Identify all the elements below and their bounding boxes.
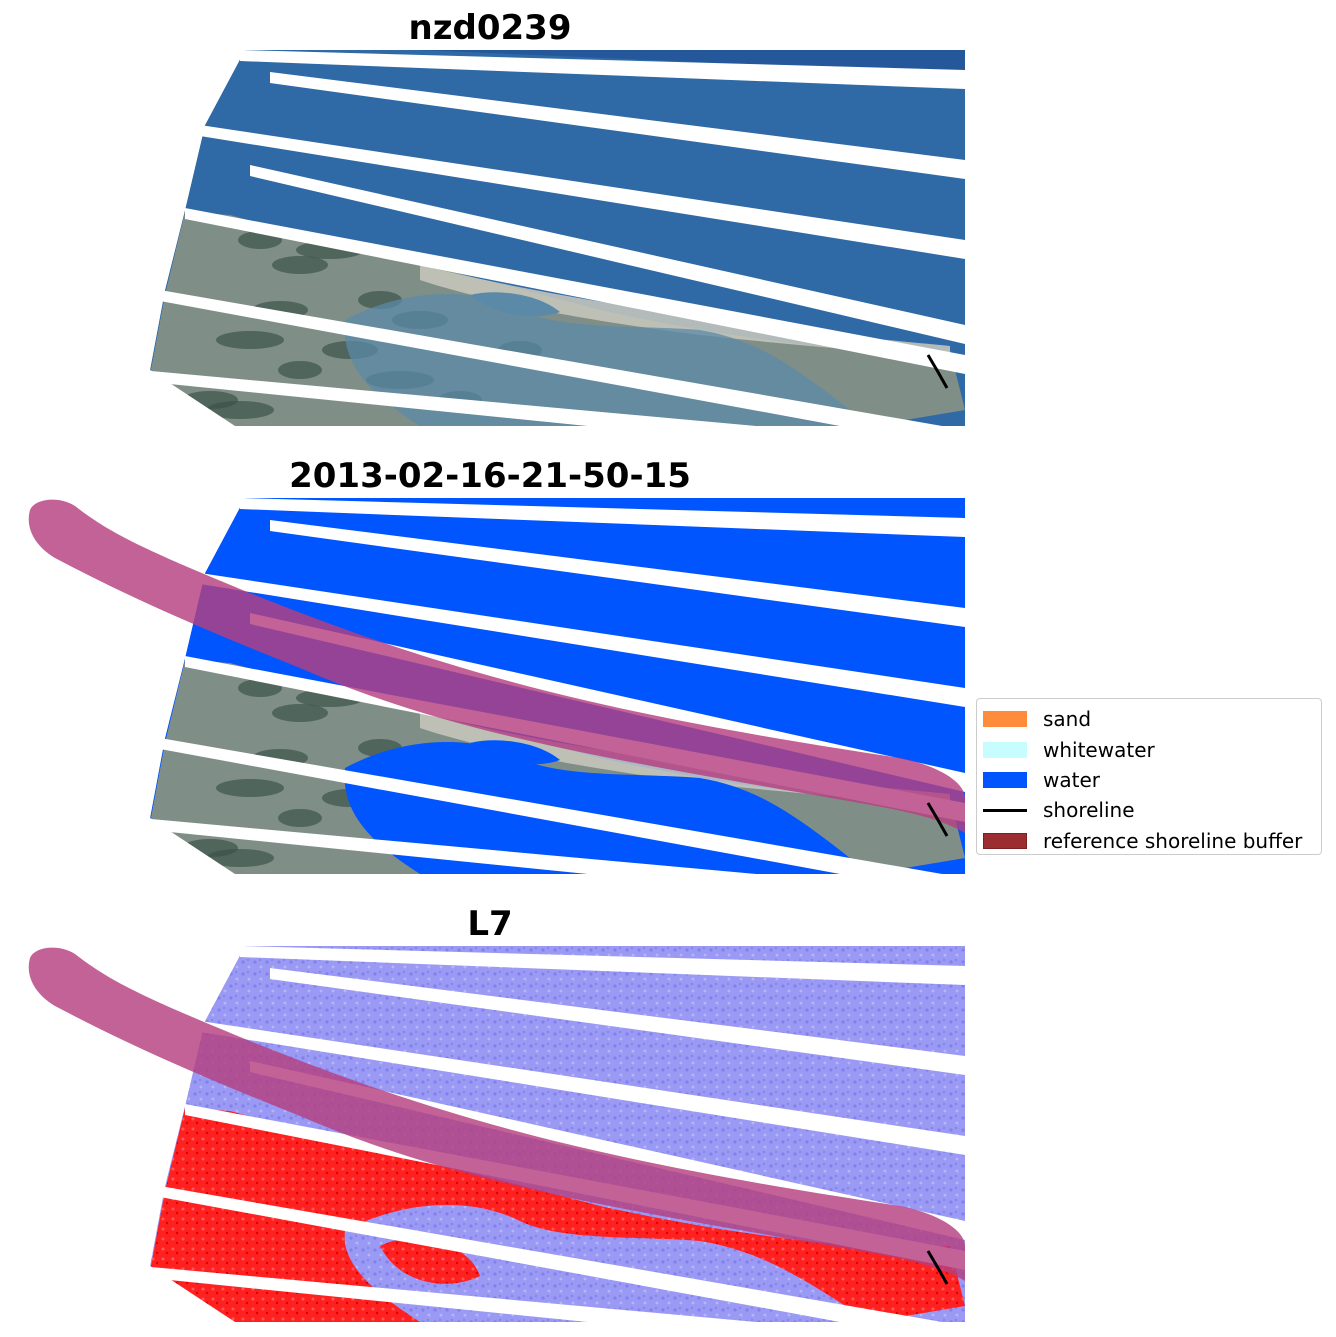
shoreline-line [926, 802, 949, 837]
scan-gap [270, 520, 965, 627]
nodata-left [0, 50, 245, 430]
legend-label: shoreline [1043, 798, 1135, 823]
vegetation-patch [278, 361, 322, 379]
legend-swatch [983, 771, 1027, 788]
scan-gap [185, 208, 965, 374]
classified-image [0, 498, 975, 878]
legend-label: reference shoreline buffer [1043, 828, 1303, 853]
scan-gap [140, 1266, 800, 1326]
nodata-right [965, 498, 975, 878]
legend-line [983, 808, 1027, 812]
nodata-right [965, 50, 975, 430]
scan-gap [200, 125, 965, 259]
legend-swatch [983, 741, 1027, 758]
gap-stripes [0, 50, 975, 430]
scan-gap [270, 72, 965, 179]
legend-label: sand [1043, 707, 1092, 732]
scan-gap [200, 1021, 965, 1155]
scan-gap [160, 290, 965, 430]
scan-gap [160, 738, 965, 878]
legend-item-sand: sand [983, 704, 1321, 734]
legend-swatch [983, 832, 1027, 849]
reference-shoreline-buffer [28, 947, 965, 1281]
vegetation-patch [206, 849, 274, 867]
legend-item-whitewater: whitewater [983, 734, 1321, 764]
scan-gap [240, 946, 965, 985]
panel-title-index: L7 [467, 904, 513, 944]
scan-gap [140, 370, 800, 430]
shoreline-line [926, 354, 949, 389]
scan-gap [240, 50, 965, 89]
shoreline-line [926, 1250, 949, 1285]
legend-item-reference-shoreline-buffer: reference shoreline buffer [983, 826, 1321, 856]
rgb-satellite-image [0, 50, 975, 430]
scan-gap [270, 968, 965, 1075]
legend-label: whitewater [1043, 737, 1155, 762]
reference-shoreline-buffer [28, 499, 965, 833]
scan-gap [200, 573, 965, 707]
panel-title-classified: 2013-02-16-21-50-15 [289, 456, 691, 496]
vegetation-patch [278, 809, 322, 827]
lagoon-inlet [470, 740, 560, 765]
vegetation-patch [216, 331, 284, 349]
scan-gap [160, 1186, 965, 1326]
vegetation-patch [272, 704, 328, 722]
scan-gap [140, 818, 800, 878]
legend-item-water: water [983, 765, 1321, 795]
lagoon-inlet [470, 292, 560, 317]
nodata-right [965, 946, 975, 1326]
legend-item-shoreline: shoreline [983, 795, 1321, 825]
vegetation-patch [272, 256, 328, 274]
vegetation-patch [206, 401, 274, 419]
legend-swatch [983, 711, 1027, 728]
legend: sand whitewater water shoreline referenc… [976, 698, 1322, 855]
deep-water [320, 50, 965, 70]
vegetation-patch [216, 779, 284, 797]
scan-gap [240, 498, 965, 537]
scan-gap [250, 165, 965, 344]
legend-label: water [1043, 767, 1100, 792]
index-image [0, 946, 975, 1326]
panel-title-rgb: nzd0239 [408, 8, 572, 48]
